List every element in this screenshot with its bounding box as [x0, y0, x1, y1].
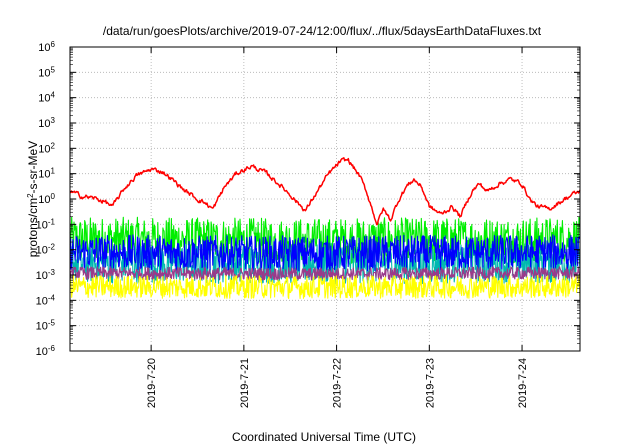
x-tick-label: 2019-7-23 [424, 358, 436, 408]
y-tick-label: 10-6 [36, 344, 56, 359]
series-line-0 [69, 157, 581, 226]
y-tick-base: 10 [36, 245, 48, 257]
x-tick-label: 2019-7-21 [239, 358, 251, 408]
y-tick-label: 10-1 [36, 217, 56, 232]
series-group [69, 157, 581, 300]
series-line-3 [69, 234, 581, 272]
x-axis-label: Coordinated Universal Time (UTC) [232, 430, 416, 444]
grid [70, 47, 580, 351]
y-tick-exponent: 4 [51, 90, 56, 99]
y-tick-exponent: 1 [51, 166, 56, 175]
y-tick-exponent: -6 [48, 344, 56, 353]
y-tick-exponent: 2 [51, 141, 56, 150]
y-tick-label: 102 [38, 141, 55, 156]
y-axis: 10-610-510-410-310-210-11001011021031041… [36, 40, 580, 359]
x-tick-label: 2019-7-24 [517, 358, 529, 408]
y-tick-exponent: -2 [48, 242, 56, 251]
y-tick-base: 10 [38, 67, 50, 79]
y-tick-label: 103 [38, 116, 55, 131]
chart-title: /data/run/goesPlots/archive/2019-07-24/1… [103, 24, 542, 38]
y-tick-base: 10 [36, 346, 48, 358]
y-tick-label: 10-5 [36, 318, 56, 333]
x-tick-label: 2019-7-20 [146, 358, 158, 408]
y-tick-base: 10 [38, 42, 50, 54]
y-tick-label: 105 [38, 65, 55, 80]
y-tick-base: 10 [38, 93, 50, 105]
y-tick-exponent: 6 [51, 40, 56, 49]
y-tick-exponent: 0 [51, 192, 56, 201]
y-axis-label: protons/cm2-s-sr-MeV [26, 141, 41, 257]
y-axis-label-prefix: protons/cm [26, 198, 40, 257]
y-tick-label: 10-2 [36, 242, 56, 257]
series-line-5 [69, 274, 581, 300]
y-axis-label-suffix: -s-sr-MeV [26, 141, 40, 194]
y-tick-base: 10 [36, 219, 48, 231]
y-tick-exponent: -3 [48, 268, 56, 277]
y-tick-label: 104 [38, 90, 55, 105]
y-tick-exponent: -5 [48, 318, 56, 327]
y-tick-label: 10-4 [36, 293, 56, 308]
y-tick-exponent: 5 [51, 65, 56, 74]
y-tick-base: 10 [36, 270, 48, 282]
y-tick-label: 106 [38, 40, 55, 55]
y-tick-label: 101 [38, 166, 55, 181]
y-tick-exponent: -4 [48, 293, 56, 302]
y-tick-base: 10 [38, 118, 50, 130]
y-tick-exponent: 3 [51, 116, 56, 125]
y-tick-label: 10-3 [36, 268, 56, 283]
series-line-4 [69, 266, 581, 281]
y-tick-base: 10 [36, 295, 48, 307]
y-tick-base: 10 [38, 143, 50, 155]
y-tick-label: 100 [38, 192, 55, 207]
y-tick-base: 10 [38, 194, 50, 206]
y-tick-exponent: -1 [48, 217, 56, 226]
x-tick-label: 2019-7-22 [332, 358, 344, 408]
x-axis: 2019-7-20 2019-7-21 2019-7-22 2019-7-23 2019… [146, 47, 529, 408]
y-axis-label-sup: 2 [26, 193, 35, 198]
y-tick-base: 10 [38, 169, 50, 181]
y-tick-base: 10 [36, 321, 48, 333]
